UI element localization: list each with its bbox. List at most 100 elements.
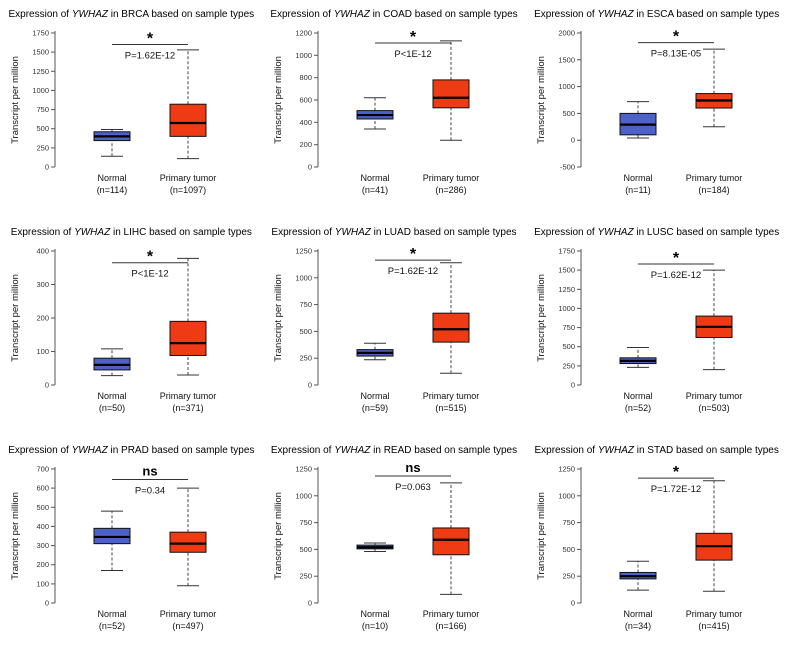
- y-axis-label: Transcript per million: [273, 274, 284, 362]
- group-n-label: (n=59): [362, 403, 388, 413]
- svg-text:1250: 1250: [558, 465, 575, 474]
- box-tumor: [169, 320, 207, 357]
- y-axis-label: Transcript per million: [10, 492, 21, 580]
- panel-title: Expression of YWHAZ in LIHC based on sam…: [10, 227, 252, 238]
- group-n-label: (n=515): [435, 403, 466, 413]
- svg-text:0: 0: [308, 599, 312, 608]
- boxplot-chart-STAD: 0 250 500 750 1000 1250 Transcript per million…: [536, 464, 742, 631]
- significance-star: *: [673, 464, 680, 481]
- boxplot-panel-esca: Expression of YWHAZ in ESCA based on sam…: [525, 2, 788, 220]
- svg-text:0: 0: [570, 381, 574, 390]
- svg-text:500: 500: [299, 327, 312, 336]
- svg-text:0: 0: [45, 599, 49, 608]
- group-n-label: (n=503): [698, 403, 729, 413]
- y-axis-label: Transcript per million: [10, 56, 21, 144]
- gene-name: YWHAZ: [597, 445, 634, 456]
- significance-star: *: [673, 250, 680, 267]
- group-label: Normal: [623, 391, 652, 401]
- svg-text:1000: 1000: [558, 304, 575, 313]
- p-value: P<1E-12: [394, 49, 431, 60]
- y-axis-label: Transcript per million: [536, 56, 547, 144]
- group-label: Primary tumor: [423, 391, 480, 401]
- group-label: Normal: [360, 391, 389, 401]
- gene-name: YWHAZ: [597, 9, 634, 20]
- boxplot-panel-brca: Expression of YWHAZ in BRCA based on sam…: [0, 2, 263, 220]
- panel-title: Expression of YWHAZ in COAD based on sam…: [270, 9, 518, 20]
- significance-ns: ns: [405, 460, 420, 475]
- p-value: P<1E-12: [132, 269, 169, 280]
- gene-name: YWHAZ: [333, 9, 370, 20]
- boxplot-chart-LUSC: 0 250 500 750 1000 1250 1500 1750 Transcript per…: [536, 247, 742, 414]
- y-axis-label: Transcript per million: [536, 274, 547, 362]
- gene-name: YWHAZ: [74, 227, 111, 238]
- group-label: Primary tumor: [160, 609, 217, 619]
- box-tumor: [169, 103, 207, 137]
- group-n-label: (n=10): [362, 621, 388, 631]
- svg-text:1250: 1250: [558, 285, 575, 294]
- boxplot-panel-read: Expression of YWHAZ in READ based on sam…: [263, 438, 526, 656]
- svg-text:250: 250: [562, 572, 575, 581]
- svg-text:250: 250: [299, 354, 312, 363]
- group-label: Primary tumor: [685, 609, 742, 619]
- svg-text:500: 500: [562, 545, 575, 554]
- boxplot-chart-READ: 0 250 500 750 1000 1250 Transcript per million…: [273, 460, 480, 631]
- box-tumor: [432, 312, 470, 343]
- group-label: Normal: [623, 609, 652, 619]
- panel-title: Expression of YWHAZ in READ based on sam…: [270, 445, 518, 456]
- svg-text:300: 300: [37, 280, 50, 289]
- svg-text:750: 750: [299, 300, 312, 309]
- boxplot-panel-lihc: Expression of YWHAZ in LIHC based on sam…: [0, 220, 263, 438]
- significance-star: *: [410, 29, 417, 46]
- svg-text:1250: 1250: [295, 247, 312, 256]
- svg-text:1500: 1500: [33, 48, 50, 57]
- group-n-label: (n=34): [625, 621, 651, 631]
- svg-text:250: 250: [299, 572, 312, 581]
- panel-title: Expression of YWHAZ in PRAD based on sam…: [8, 445, 255, 456]
- svg-text:200: 200: [37, 560, 50, 569]
- p-value: P=8.13E-05: [650, 49, 700, 60]
- svg-text:700: 700: [37, 465, 50, 474]
- svg-text:1000: 1000: [295, 491, 312, 500]
- svg-text:800: 800: [299, 73, 312, 82]
- p-value: P=1.72E-12: [650, 484, 700, 495]
- svg-text:-500: -500: [560, 163, 575, 172]
- group-label: Normal: [98, 173, 127, 183]
- group-label: Primary tumor: [160, 173, 217, 183]
- group-label: Primary tumor: [423, 609, 480, 619]
- svg-text:100: 100: [37, 579, 50, 588]
- p-value: P=1.62E-12: [388, 266, 438, 277]
- boxplot-chart-COAD: 0 200 400 600 800 1000 1200 Transcript per mill…: [273, 29, 479, 196]
- group-n-label: (n=52): [625, 403, 651, 413]
- group-label: Primary tumor: [685, 391, 742, 401]
- svg-text:750: 750: [562, 323, 575, 332]
- svg-text:1500: 1500: [558, 55, 575, 64]
- svg-text:0: 0: [45, 381, 49, 390]
- significance-ns: ns: [143, 464, 158, 479]
- svg-text:400: 400: [37, 247, 50, 256]
- gene-name: YWHAZ: [71, 9, 108, 20]
- boxplot-panel-stad: Expression of YWHAZ in STAD based on sam…: [525, 438, 788, 656]
- svg-text:500: 500: [562, 342, 575, 351]
- svg-text:500: 500: [562, 109, 575, 118]
- gene-name: YWHAZ: [597, 227, 634, 238]
- boxplot-panel-luad: Expression of YWHAZ in LUAD based on sam…: [263, 220, 526, 438]
- svg-text:1250: 1250: [295, 465, 312, 474]
- significance-star: *: [410, 246, 417, 263]
- p-value: P=1.62E-12: [650, 270, 700, 281]
- panel-title: Expression of YWHAZ in STAD based on sam…: [534, 445, 779, 456]
- svg-text:1500: 1500: [558, 266, 575, 275]
- group-label: Primary tumor: [160, 391, 217, 401]
- svg-text:400: 400: [299, 118, 312, 127]
- group-n-label: (n=11): [625, 185, 651, 195]
- svg-text:500: 500: [37, 503, 50, 512]
- svg-text:0: 0: [308, 381, 312, 390]
- svg-text:200: 200: [37, 314, 50, 323]
- svg-text:400: 400: [37, 522, 50, 531]
- svg-text:250: 250: [562, 361, 575, 370]
- svg-text:1000: 1000: [33, 86, 50, 95]
- gene-name: YWHAZ: [71, 445, 108, 456]
- svg-text:250: 250: [37, 143, 50, 152]
- boxplot-panel-prad: Expression of YWHAZ in PRAD based on sam…: [0, 438, 263, 656]
- y-axis-label: Transcript per million: [273, 492, 284, 580]
